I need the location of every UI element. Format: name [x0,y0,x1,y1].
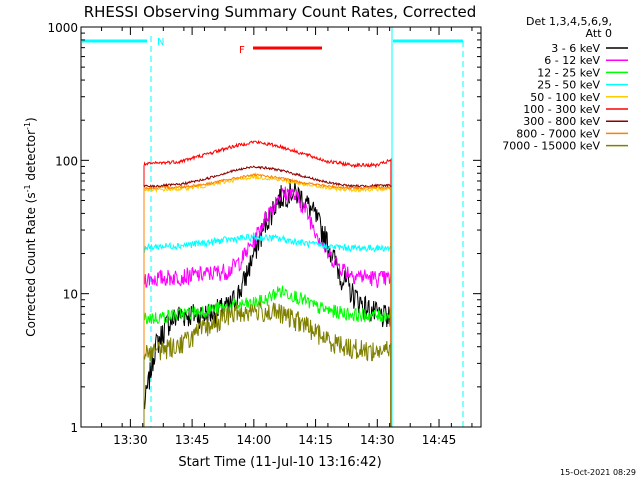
legend-label: 12 - 25 keV [537,66,600,79]
y-axis-label-sup2: -1 [23,122,32,130]
legend-label: 25 - 50 keV [537,79,600,92]
series-line-4 [143,232,392,427]
series-line-2 [143,186,392,427]
legend-label: 3 - 6 keV [551,42,600,55]
x-tick-label: 13:30 [113,433,148,447]
x-tick-label: 14:00 [237,433,272,447]
x-tick-label: 14:45 [422,433,457,447]
series-line-7 [143,165,392,427]
series-line-1 [143,179,392,427]
series-line-8 [143,172,392,427]
y-axis-label-sup1: -1 [23,184,32,192]
legend-label: 100 - 300 keV [523,103,600,116]
legend-label: 7000 - 15000 keV [502,140,600,153]
night-label: N [157,37,164,48]
night-flare-annotations: NF [82,27,464,427]
y-axis-label-part1: Corrected Count Rate (s [24,192,38,336]
legend-label: 50 - 100 keV [530,91,600,104]
legend-header-line: Att 0 [586,27,612,40]
x-tick-label: 14:15 [298,433,333,447]
x-tick-label: 13:45 [175,433,210,447]
legend-label: 800 - 7000 keV [516,127,600,140]
chart-title: RHESSI Observing Summary Count Rates, Co… [84,3,477,21]
footer-timestamp: 15-Oct-2021 08:29 [560,468,636,477]
y-tick-label: 10 [63,288,78,302]
legend-label: 6 - 12 keV [544,54,600,67]
series-line-6 [143,139,392,427]
x-tick-label: 14:30 [360,433,395,447]
y-axis-label-part2: detector [24,130,38,185]
legend-header-line: Det 1,3,4,5,6,9, [526,15,612,28]
axes: 13:30 13:45 14:00 14:15 14:30 14:45 1 10 100 1000 [47,21,481,447]
series-line-3 [143,285,392,427]
legend-label: 300 - 800 keV [523,115,600,128]
flare-label: F [239,45,245,56]
series-line-9 [143,301,392,427]
y-axis-label: Corrected Count Rate (s-1 detector-1) [23,117,38,336]
y-axis-label-part3: ) [24,117,38,122]
series-lines [143,139,392,427]
plot-frame [80,26,482,428]
x-axis-label: Start Time (11-Jul-10 13:16:42) [178,455,381,470]
y-tick-label: 100 [55,154,78,168]
y-tick-label: 1 [70,421,78,435]
y-tick-label: 1000 [47,21,78,35]
